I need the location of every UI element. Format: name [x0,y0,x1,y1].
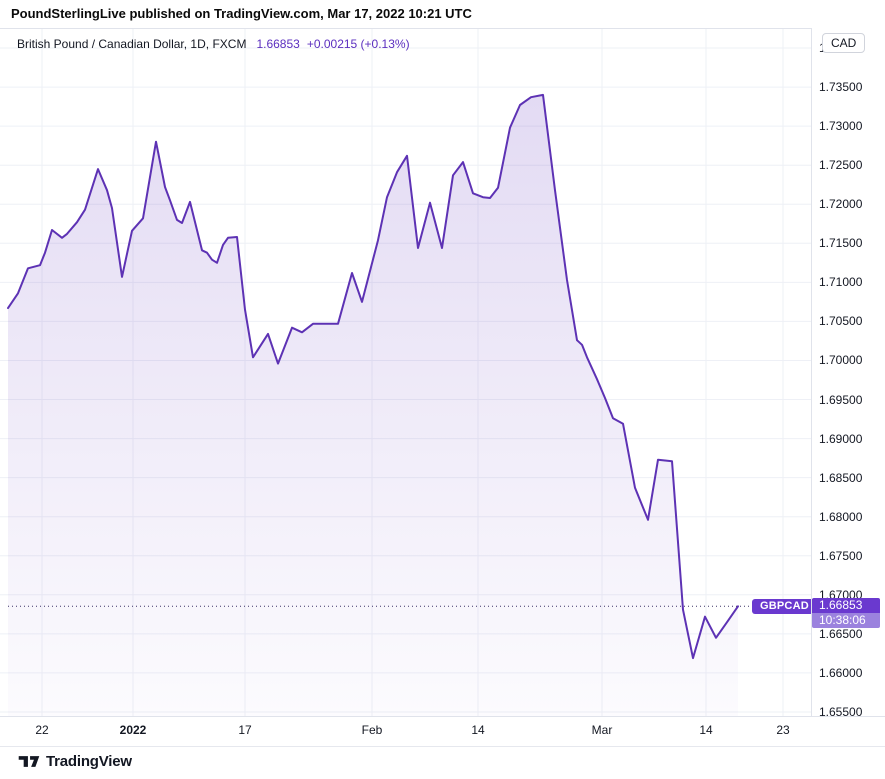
chart-legend[interactable]: British Pound / Canadian Dollar, 1D, FXC… [17,37,410,51]
price-tick-label: 1.69500 [819,392,863,407]
plot-top-border [0,28,812,29]
last-price-value: 1.66853 [256,37,300,51]
price-tick-label: 1.72500 [819,158,863,173]
footer-border [0,746,885,747]
price-tick-label: 1.68500 [819,470,863,485]
price-tick-label: 1.73000 [819,119,863,134]
price-tick-label: 1.70000 [819,353,863,368]
bar-countdown: 10:38:06 [812,613,880,629]
price-axis-separator [811,28,812,746]
time-tick-label: 14 [699,723,713,737]
last-price-axis-label: 1.66853 10:38:06 [812,598,880,629]
price-tick-label: 1.71000 [819,275,863,290]
time-axis[interactable]: 22 2022 17 Feb 14 Mar 14 23 [0,717,885,746]
time-tick-label: 22 [35,723,49,737]
price-tick-label: 1.70500 [819,314,863,329]
time-tick-label: 2022 [119,723,147,737]
price-tick-label: 1.65500 [819,705,863,719]
price-tick-label: 1.71500 [819,236,863,251]
price-tick-label: 1.72000 [819,197,863,212]
price-tick-label: 1.66000 [819,665,863,680]
area-series [7,93,739,716]
time-tick-label: 14 [471,723,485,737]
time-axis-border [0,716,885,717]
price-tick-label: 1.69000 [819,431,863,446]
tradingview-logo-icon [18,756,40,767]
price-tick-label: 1.73500 [819,80,863,95]
price-axis[interactable]: 1.740001.735001.730001.725001.720001.715… [812,28,885,719]
price-tick-label: 1.66500 [819,626,863,641]
publication-header: PoundSterlingLive published on TradingVi… [11,6,472,21]
price-tick-label: 1.67500 [819,548,863,563]
price-chart-canvas[interactable] [0,28,811,716]
currency-toggle-button[interactable]: CAD [822,33,866,53]
time-tick-label: 17 [238,723,252,737]
tradingview-wordmark: TradingView [46,753,132,770]
tradingview-brand-link[interactable]: TradingView [18,753,132,770]
price-line-symbol-label: GBPCAD [752,598,817,614]
time-tick-label: Mar [591,723,613,737]
price-change-value: +0.00215 (+0.13%) [306,37,410,51]
time-tick-label: 23 [776,723,790,737]
footer: TradingView [0,747,885,779]
price-tick-label: 1.68000 [819,509,863,524]
time-tick-label: Feb [361,723,383,737]
last-price-text: 1.66853 [812,598,880,614]
symbol-title: British Pound / Canadian Dollar, 1D, FXC… [17,37,247,51]
